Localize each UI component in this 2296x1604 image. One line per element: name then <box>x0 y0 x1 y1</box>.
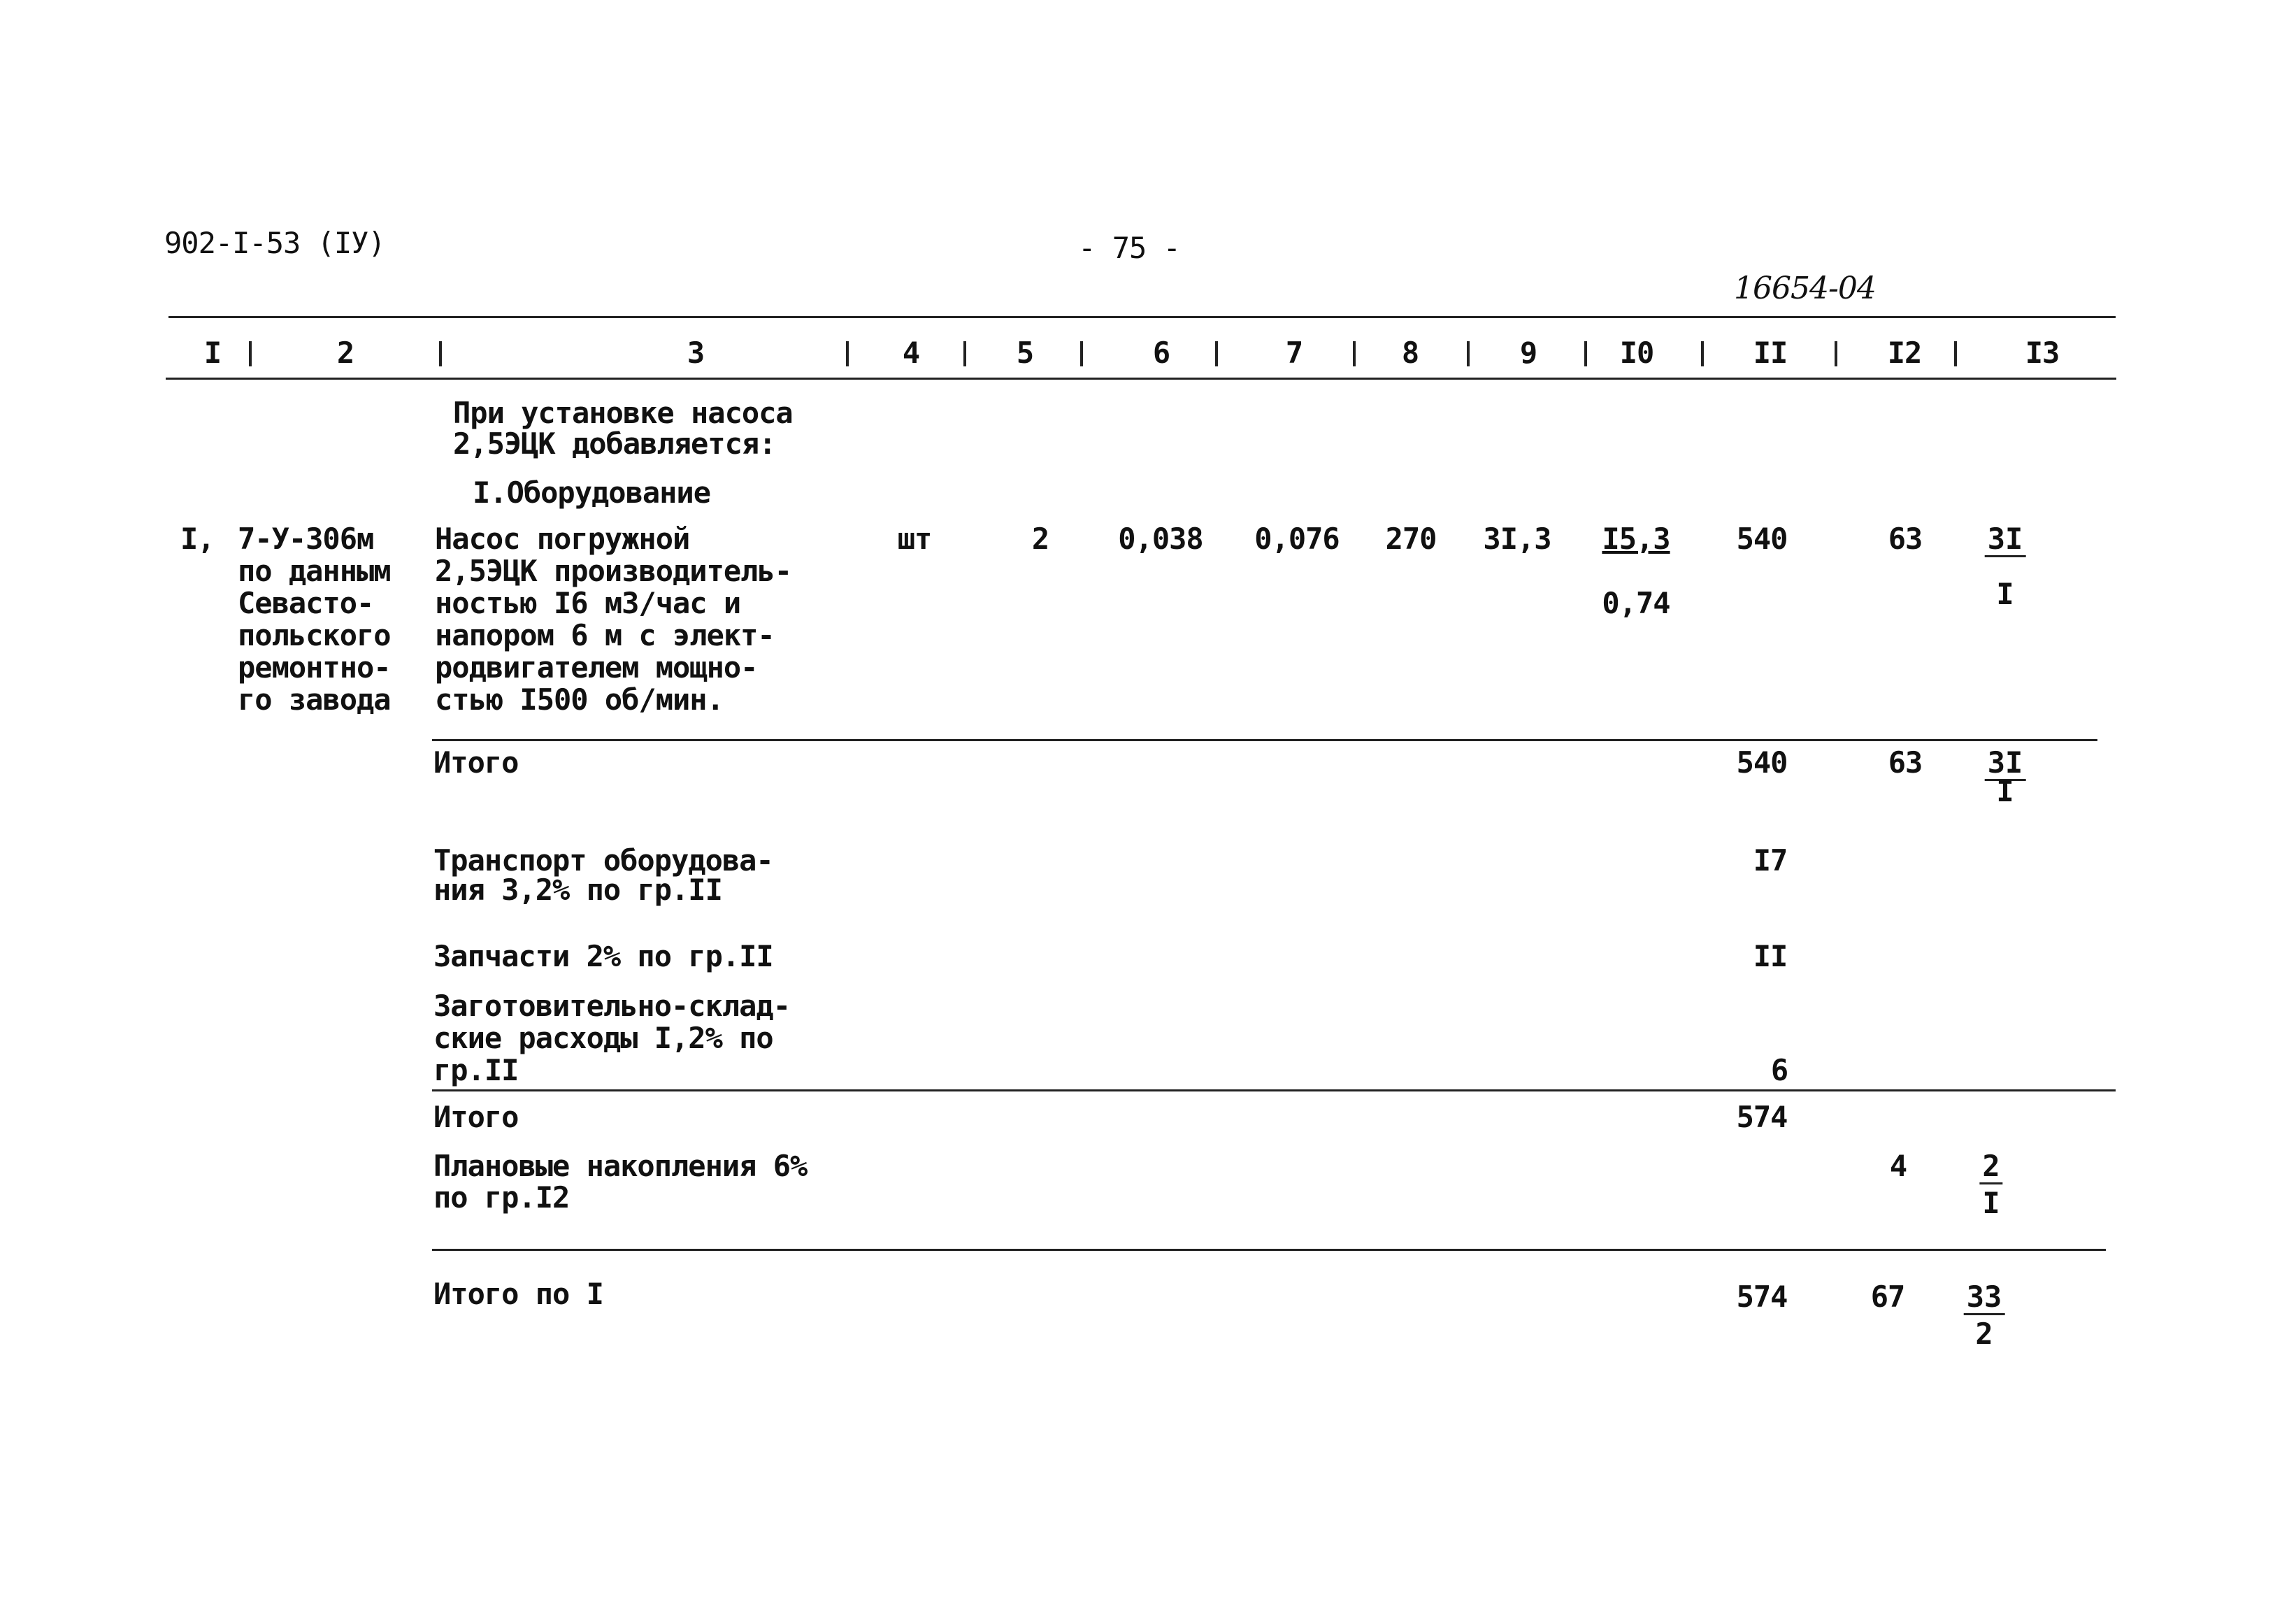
column-separator <box>1467 341 1470 366</box>
item-code-line: го завода <box>238 682 392 717</box>
col13-bottom: I <box>1996 577 2014 611</box>
intro-line-2: 2,5ЭЦК добавляется: <box>453 427 776 461</box>
procurement-col11: 6 <box>1770 1053 1788 1087</box>
col13-bottom: 2 <box>1975 1317 1993 1351</box>
column-separator <box>1584 341 1587 366</box>
column-separator <box>1080 341 1083 366</box>
item-desc-line: 2,5ЭЦК производитель- <box>435 554 792 588</box>
transport-label: Транспорт оборудова- <box>433 843 774 878</box>
column-header-10: I0 <box>1619 336 1655 370</box>
item-desc-line: напором 6 м с элект- <box>435 618 775 652</box>
column-header-6: 6 <box>1152 336 1170 370</box>
item-desc-line: стью I500 об/мин. <box>435 682 724 717</box>
rule <box>432 1249 2106 1251</box>
col13-top: 33 <box>1963 1281 2005 1315</box>
header-bottom-rule <box>166 378 2116 380</box>
rule <box>432 1089 2116 1091</box>
total-label: Итого по I <box>433 1277 604 1311</box>
subtotal-col11: 574 <box>1736 1100 1788 1134</box>
column-header-9: 9 <box>1519 336 1537 370</box>
item-col6: 0,038 <box>1118 522 1203 556</box>
column-header-4: 4 <box>902 336 920 370</box>
item-col11: 540 <box>1736 522 1788 556</box>
col13-top: 3I <box>1984 523 2026 557</box>
col13-top: 3I <box>1984 747 2026 781</box>
subtotal-label: Итого <box>433 1100 519 1134</box>
item-code-line: Севасто- <box>238 586 374 620</box>
subtotal-col13: 3I I <box>1984 747 2026 808</box>
column-separator <box>1353 341 1356 366</box>
column-header-7: 7 <box>1285 336 1303 370</box>
total-col11: 574 <box>1736 1280 1788 1314</box>
column-separator <box>1215 341 1218 366</box>
item-col9: 3I,3 <box>1483 522 1551 556</box>
item-col7: 0,076 <box>1254 522 1340 556</box>
col13-bottom: I <box>1982 1186 2000 1220</box>
item-col10-bottom: 0,74 <box>1602 586 1670 620</box>
procurement-label: Заготовительно-склад- <box>433 989 791 1023</box>
column-header-2: 2 <box>336 336 354 370</box>
item-number: I, <box>180 522 215 556</box>
item-code-line: по данным <box>238 554 392 588</box>
total-col12: 67 <box>1870 1280 1906 1314</box>
column-separator <box>1954 341 1957 366</box>
total-col13: 33 2 <box>1963 1281 2005 1351</box>
planned-label: Плановые накопления 6% <box>433 1149 808 1183</box>
column-separator <box>963 341 966 366</box>
page-number: - 75 - <box>1078 231 1181 265</box>
column-header-3: 3 <box>687 336 705 370</box>
item-code-line: 7-У-306м <box>238 522 374 556</box>
item-desc-line: родвигателем мощно- <box>435 650 758 685</box>
column-header-11: II <box>1753 336 1788 370</box>
document-code: 902-I-53 (IУ) <box>164 226 386 260</box>
item-col12: 63 <box>1888 522 1923 556</box>
column-header-12: I2 <box>1887 336 1923 370</box>
column-separator <box>439 341 442 366</box>
item-col13: 3I I <box>1984 523 2026 611</box>
item-unit: шт <box>897 522 933 556</box>
table-top-rule <box>168 316 2116 318</box>
transport-col11: I7 <box>1753 843 1788 878</box>
column-separator <box>846 341 849 366</box>
item-col10-top: I5,3 <box>1602 522 1670 556</box>
item-desc-line: Насос погружной <box>435 522 690 556</box>
column-header-1: I <box>203 336 222 370</box>
procurement-label: ские расходы I,2% по <box>433 1021 774 1055</box>
item-code-line: ремонтно- <box>238 650 392 685</box>
planned-col12: 4 <box>1889 1149 1907 1183</box>
intro-line-1: При установке насоса <box>453 396 794 430</box>
column-header-13: I3 <box>2025 336 2060 370</box>
procurement-label: гр.II <box>433 1053 519 1087</box>
rule <box>432 739 2097 741</box>
column-separator <box>1835 341 1837 366</box>
item-col8: 270 <box>1385 522 1437 556</box>
subtotal-col12: 63 <box>1888 745 1923 780</box>
column-separator <box>1701 341 1704 366</box>
handwritten-number: 16654-04 <box>1734 271 1877 306</box>
column-separator <box>249 341 252 366</box>
col13-top: 2 <box>1979 1150 2003 1184</box>
section-title: I.Оборудование <box>473 475 711 510</box>
spares-label: Запчасти 2% по гр.II <box>433 939 774 973</box>
transport-label: ния 3,2% по гр.II <box>433 873 723 907</box>
col13-bottom: I <box>1996 774 2014 808</box>
item-code-line: польского <box>238 618 392 652</box>
item-qty: 2 <box>1031 522 1049 556</box>
column-header-8: 8 <box>1401 336 1419 370</box>
item-desc-line: ностью I6 м3/час и <box>435 586 741 620</box>
spares-col11: II <box>1753 939 1788 973</box>
planned-label: по гр.I2 <box>433 1180 570 1215</box>
column-header-5: 5 <box>1016 336 1034 370</box>
planned-col13: 2 I <box>1979 1150 2003 1220</box>
subtotal-label: Итого <box>433 745 519 780</box>
subtotal-col11: 540 <box>1736 745 1788 780</box>
